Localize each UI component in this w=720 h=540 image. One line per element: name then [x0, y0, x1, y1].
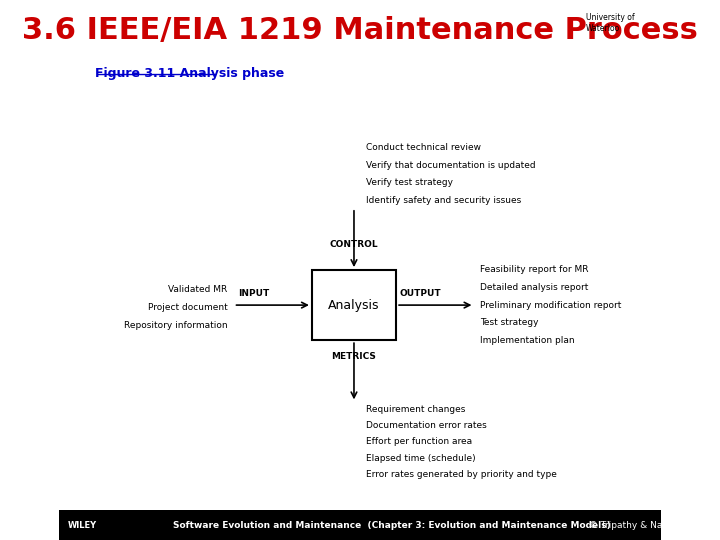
Text: Detailed analysis report: Detailed analysis report [480, 283, 589, 292]
Text: METRICS: METRICS [331, 352, 377, 361]
Text: Requirement changes: Requirement changes [366, 405, 465, 414]
Bar [62, 514, 116, 537]
Text: Validated MR: Validated MR [168, 286, 228, 294]
Text: Verify that documentation is updated: Verify that documentation is updated [366, 160, 536, 170]
Text: 3.6 IEEE/EIA 1219 Maintenance Process: 3.6 IEEE/EIA 1219 Maintenance Process [22, 16, 698, 45]
Text: OUTPUT: OUTPUT [399, 289, 441, 298]
Bar [59, 510, 661, 540]
Text: Feasibility report for MR: Feasibility report for MR [480, 265, 589, 274]
Text: Project document: Project document [148, 303, 228, 312]
Bar [312, 270, 396, 340]
Text: Elapsed time (schedule): Elapsed time (schedule) [366, 454, 476, 463]
Text: WILEY: WILEY [68, 521, 97, 530]
Text: Effort per function area: Effort per function area [366, 437, 472, 447]
Text: Verify test strategy: Verify test strategy [366, 178, 453, 187]
Text: © Tripathy & Naik: © Tripathy & Naik [589, 521, 670, 530]
Text: Identify safety and security issues: Identify safety and security issues [366, 196, 521, 205]
Text: Implementation plan: Implementation plan [480, 336, 575, 345]
Text: Preliminary modification report: Preliminary modification report [480, 301, 622, 309]
Text: Documentation error rates: Documentation error rates [366, 421, 487, 430]
Text: Figure 3.11 Analysis phase: Figure 3.11 Analysis phase [95, 68, 284, 80]
Text: INPUT: INPUT [238, 289, 269, 298]
Text: University of
Waterloo: University of Waterloo [586, 14, 634, 33]
Text: CONTROL: CONTROL [330, 240, 378, 249]
Text: Error rates generated by priority and type: Error rates generated by priority and ty… [366, 470, 557, 479]
Text: Software Evolution and Maintenance  (Chapter 3: Evolution and Maintenance Models: Software Evolution and Maintenance (Chap… [174, 521, 611, 530]
Text: Conduct technical review: Conduct technical review [366, 143, 481, 152]
Text: Analysis: Analysis [328, 299, 379, 312]
Text: Test strategy: Test strategy [480, 319, 539, 327]
Text: Repository information: Repository information [124, 321, 228, 330]
